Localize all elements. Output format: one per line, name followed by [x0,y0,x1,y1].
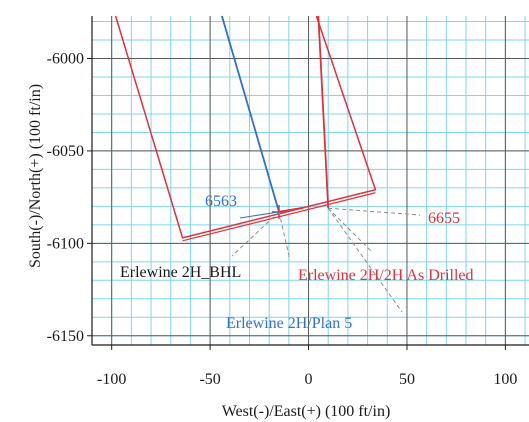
annotation-6563: 6563 [205,193,237,210]
minor-grid [91,16,529,345]
y-tick-label: -6000 [47,51,84,68]
label-plan: Erlewine 2H/Plan 5 [226,315,352,332]
bhl-marker-arrow [278,206,304,213]
leader-plan-label [327,207,403,313]
leader-as-drilled [327,207,373,253]
label-as-drilled: Erlewine 2H/2H As Drilled [298,267,474,284]
leader-6563 [239,211,280,219]
label-bhl: Erlewine 2H_BHL [120,264,241,281]
series-line-erlewine-2h-plan-5 [221,15,280,213]
leader-6655 [328,207,421,216]
major-grid [87,16,529,350]
x-tick-label: 0 [305,371,313,388]
y-tick-label: -6050 [47,143,84,160]
x-axis-title: West(-)/East(+) (100 ft/in) [222,403,391,420]
y-axis-title: South(-)/North(+) (100 ft/in) [27,84,44,268]
leader-bhl [231,211,280,257]
boundary-outline [114,15,377,239]
x-tick-label: 100 [493,371,517,388]
x-tick-label: -50 [199,371,220,388]
annotation-6655: 6655 [428,210,460,227]
y-tick-label: -6150 [47,328,84,345]
tick-labels: -100 -50 0 50 100 -6000 -6050 -6100 -6150 [47,51,518,388]
leader-lines [231,207,421,313]
leader-plan [278,211,291,261]
x-tick-label: -100 [97,371,126,388]
series-line-erlewine-2h-2h-as-drilled [317,15,330,209]
y-tick-label: -6100 [47,235,84,252]
series-layer [114,15,377,242]
x-tick-label: 50 [399,371,415,388]
